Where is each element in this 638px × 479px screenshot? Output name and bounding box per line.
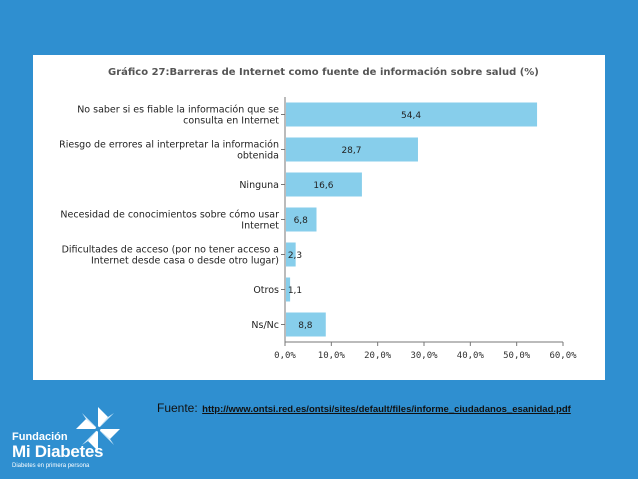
bar: [286, 242, 296, 267]
category-label: Necesidad de conocimientos sobre cómo us…: [60, 210, 279, 221]
chart-title: Gráfico 27:Barreras de Internet como fue…: [108, 66, 539, 78]
chart-panel: Gráfico 27:Barreras de Internet como fue…: [33, 55, 605, 380]
bar: [286, 172, 362, 197]
bar-chart: Gráfico 27:Barreras de Internet como fue…: [59, 66, 577, 361]
source-prefix: Fuente:: [157, 401, 198, 415]
value-label: 54,4: [401, 111, 421, 121]
bar: [286, 207, 317, 232]
category-label: Otros: [253, 285, 279, 296]
brand-logo: Fundación Mi Diabetes Diabetes en primer…: [12, 405, 152, 475]
value-label: 2,3: [288, 251, 302, 261]
category-label: Riesgo de errores al interpretar la info…: [59, 140, 279, 151]
brand-word-mi-diabetes: Mi Diabetes: [12, 442, 104, 461]
pinwheel-icon: [76, 407, 120, 451]
brand-tagline: Diabetes en primera persona: [12, 463, 90, 469]
category-label: Ninguna: [239, 180, 279, 191]
x-tick-label: 10,0%: [318, 351, 346, 361]
bar: [286, 312, 326, 337]
x-tick-label: 30,0%: [410, 351, 438, 361]
value-label: 28,7: [341, 146, 361, 156]
value-label: 1,1: [288, 286, 302, 296]
category-label: Internet desde casa o desde otro lugar): [91, 256, 279, 267]
category-label: No saber si es fiable la información que…: [77, 105, 279, 116]
bar: [286, 277, 291, 302]
brand-word-fundacion: Fundación: [12, 431, 68, 443]
bar: [286, 102, 538, 127]
category-label: Internet: [241, 221, 279, 232]
category-label: Dificultades de acceso (por no tener acc…: [62, 245, 279, 256]
value-label: 6,8: [294, 216, 309, 226]
x-tick-label: 60,0%: [549, 351, 577, 361]
x-tick-label: 50,0%: [503, 351, 531, 361]
x-tick-label: 0,0%: [274, 351, 296, 361]
source-line: Fuente: http://www.ontsi.red.es/ontsi/si…: [157, 399, 571, 417]
category-label: obtenida: [237, 151, 279, 162]
value-label: 16,6: [313, 181, 333, 191]
x-tick-label: 40,0%: [457, 351, 485, 361]
value-label: 8,8: [298, 321, 313, 331]
bar: [286, 137, 418, 162]
category-label: Ns/Nc: [251, 320, 279, 331]
category-label: consulta en Internet: [183, 116, 279, 127]
source-link[interactable]: http://www.ontsi.red.es/ontsi/sites/defa…: [202, 404, 571, 415]
x-tick-label: 20,0%: [364, 351, 392, 361]
